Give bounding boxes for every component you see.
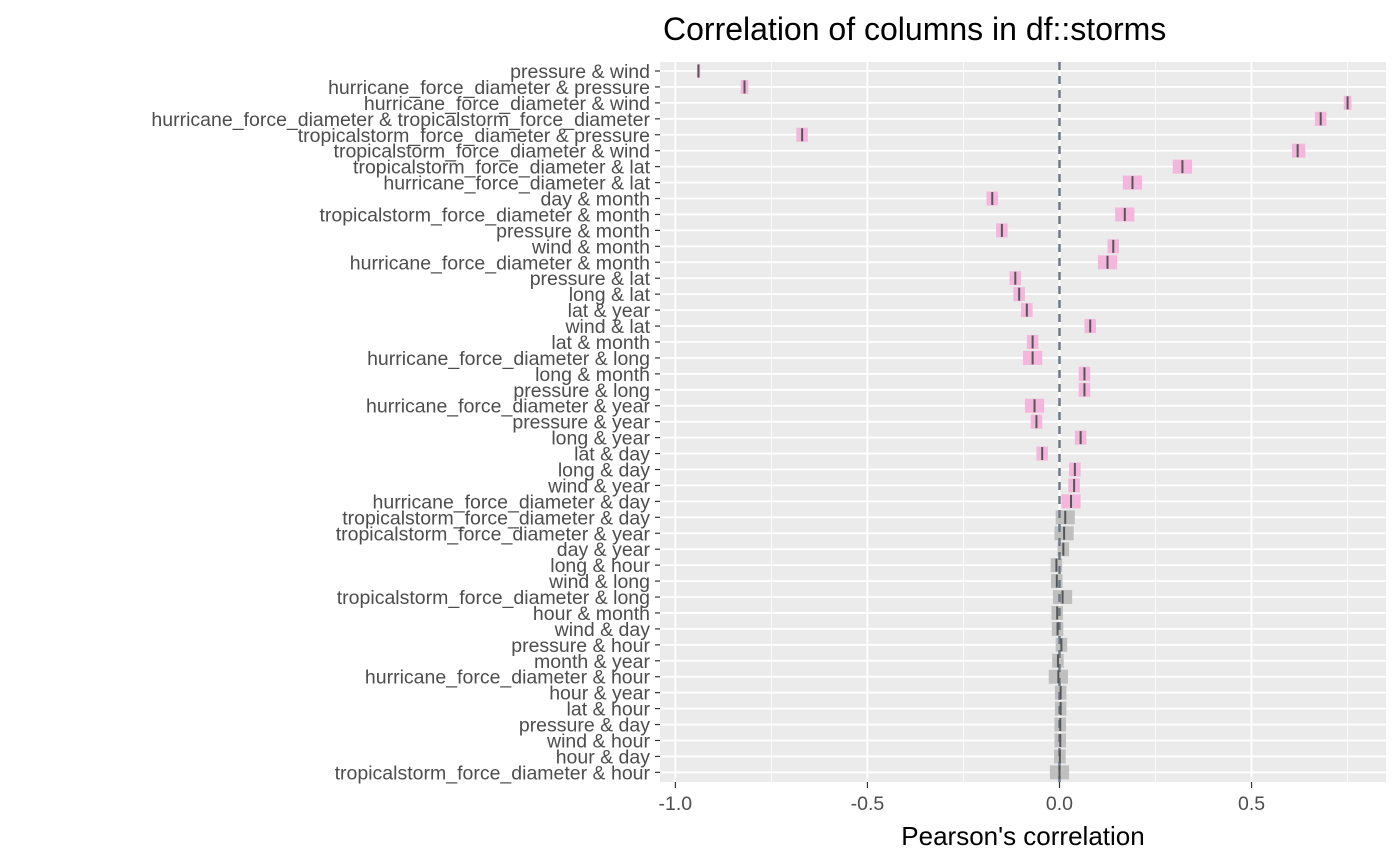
y-tick-label: wind & long — [548, 571, 650, 593]
y-tick-label: hurricane_force_diameter & wind — [364, 93, 650, 115]
x-tick-label: -0.5 — [851, 793, 885, 815]
y-tick-label: day & month — [541, 189, 650, 211]
y-tick-label: tropicalstorm_force_diameter & month — [319, 204, 650, 226]
y-tick-label: month & year — [534, 651, 650, 673]
y-tick-label: wind & hour — [546, 730, 650, 752]
x-axis-ticks: -1.0 -0.5 0.0 0.5 — [659, 782, 1265, 815]
y-tick-label: tropicalstorm_force_diameter & day — [342, 507, 650, 529]
y-tick-label: wind & year — [547, 475, 650, 497]
y-tick-label: wind & day — [554, 619, 651, 641]
y-tick-label: tropicalstorm_force_diameter & wind — [334, 141, 650, 163]
y-tick-label: hurricane_force_diameter & year — [366, 396, 650, 418]
y-tick-label: tropicalstorm_force_diameter & hour — [335, 762, 651, 784]
y-tick-label: lat & year — [568, 300, 651, 322]
y-tick-label: wind & month — [531, 236, 650, 258]
y-tick-label: hurricane_force_diameter & long — [367, 348, 650, 370]
y-tick-label: pressure & day — [519, 715, 650, 737]
y-tick-label: hurricane_force_diameter & pressure — [328, 77, 650, 99]
y-tick-label: long & hour — [550, 555, 650, 577]
y-tick-label: long & lat — [569, 284, 651, 306]
x-tick-label: 0.5 — [1238, 793, 1265, 815]
y-tick-label: day & year — [557, 539, 651, 561]
x-tick-label: 0.0 — [1046, 793, 1073, 815]
y-tick-label: long & day — [558, 460, 650, 482]
y-tick-label: hurricane_force_diameter & month — [350, 252, 650, 274]
y-tick-label: long & month — [535, 364, 650, 386]
y-tick-label: tropicalstorm_force_diameter & lat — [353, 157, 651, 179]
grid-layer — [660, 62, 1386, 782]
y-tick-label: pressure & wind — [510, 61, 650, 83]
y-tick-label: long & year — [551, 428, 650, 450]
y-tick-label: pressure & long — [513, 380, 650, 402]
y-tick-label: tropicalstorm_force_diameter & year — [336, 523, 651, 545]
y-tick-label: tropicalstorm_force_diameter & long — [337, 587, 650, 609]
y-tick-label: hurricane_force_diameter & tropicalstorm… — [151, 109, 650, 131]
y-tick-label: pressure & year — [512, 412, 650, 434]
y-tick-label: pressure & month — [496, 220, 650, 242]
chart-title: Correlation of columns in df::storms — [663, 11, 1166, 47]
y-tick-label: hurricane_force_diameter & lat — [383, 173, 650, 195]
y-tick-label: hurricane_force_diameter & day — [373, 491, 651, 513]
y-tick-label: lat & day — [574, 444, 650, 466]
y-tick-label: hour & day — [556, 746, 651, 768]
x-tick-label: -1.0 — [659, 793, 693, 815]
x-axis-title: Pearson's correlation — [901, 821, 1144, 851]
y-tick-label: pressure & lat — [530, 268, 651, 290]
y-tick-label: pressure & hour — [511, 635, 650, 657]
y-tick-label: wind & lat — [564, 316, 650, 338]
y-tick-label: hour & year — [549, 683, 650, 705]
y-tick-label: hour & month — [533, 603, 650, 625]
y-tick-label: hurricane_force_diameter & hour — [365, 667, 651, 689]
estimate-marks — [697, 64, 1349, 779]
y-tick-label: tropicalstorm_force_diameter & pressure — [298, 125, 650, 147]
y-axis-labels: pressure & windhurricane_force_diameter … — [151, 61, 660, 784]
y-tick-label: lat & hour — [567, 699, 651, 721]
y-tick-label: lat & month — [551, 332, 650, 354]
